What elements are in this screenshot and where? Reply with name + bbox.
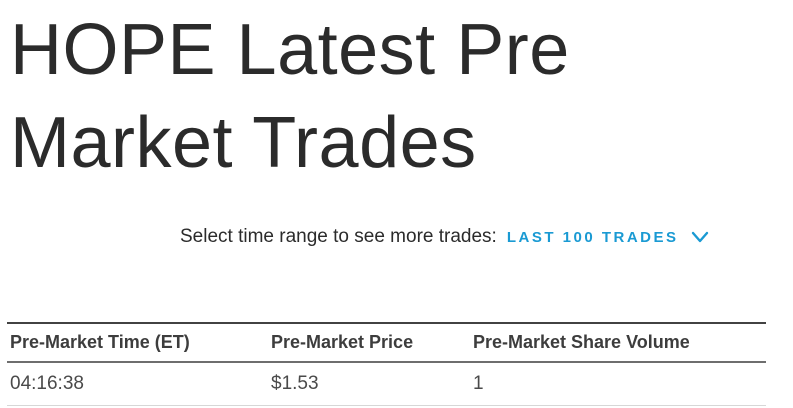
column-header-volume: Pre-Market Share Volume xyxy=(470,322,766,363)
time-range-selected-value: LAST 100 TRADES xyxy=(506,228,679,246)
time-range-row: Select time range to see more trades: LA… xyxy=(180,226,709,248)
time-range-label: Select time range to see more trades: xyxy=(180,226,497,247)
column-header-time: Pre-Market Time (ET) xyxy=(7,322,268,363)
page-title: HOPE Latest Pre Market Trades xyxy=(10,10,570,183)
cell-price: $1.53 xyxy=(268,362,470,406)
cell-time: 04:16:38 xyxy=(7,362,268,406)
pre-market-trades-table: Pre-Market Time (ET) Pre-Market Price Pr… xyxy=(7,322,766,406)
table-row: 04:16:38 $1.53 1 xyxy=(7,362,766,406)
chevron-down-icon xyxy=(691,231,709,243)
column-header-price: Pre-Market Price xyxy=(268,322,470,363)
table-header-row: Pre-Market Time (ET) Pre-Market Price Pr… xyxy=(7,322,766,363)
time-range-dropdown[interactable]: LAST 100 TRADES xyxy=(507,229,709,246)
cell-volume: 1 xyxy=(470,362,766,406)
